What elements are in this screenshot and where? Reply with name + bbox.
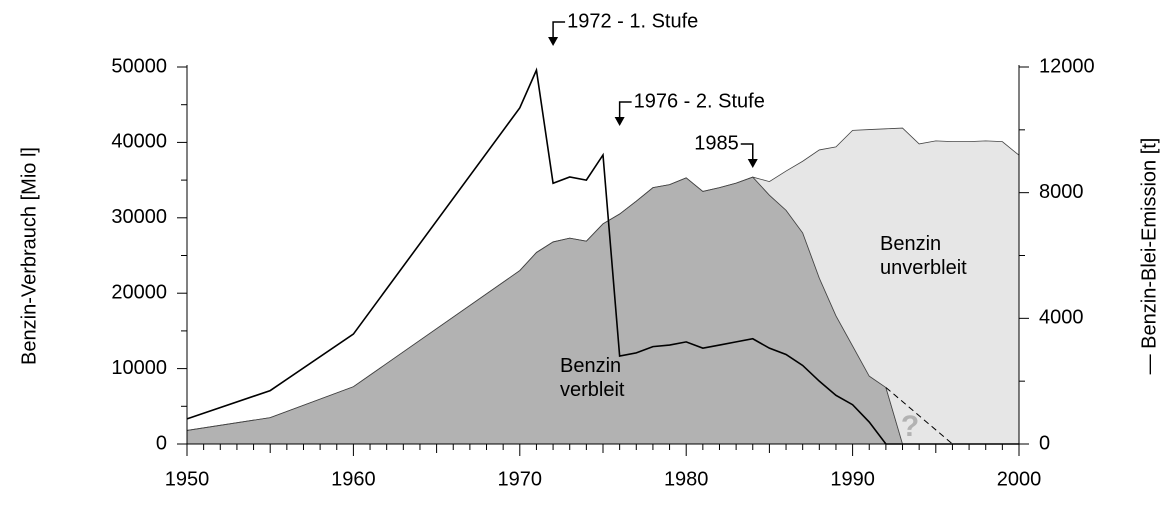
y-tick-label: 50000	[111, 55, 167, 77]
x-tick-label: 2000	[997, 468, 1042, 490]
y2-tick-label: 8000	[1039, 181, 1084, 203]
area-label: Benzin unverbleit	[880, 233, 967, 279]
x-tick-label: 1950	[165, 468, 210, 490]
annotation-arrowhead	[747, 159, 758, 168]
x-tick-label: 1960	[331, 468, 376, 490]
x-tick-label: 1990	[830, 468, 875, 490]
y2-axis-label: — Benzin-Blei-Emission [t]	[1138, 138, 1160, 375]
projection-line	[885, 387, 953, 445]
y-axis-label: Benzin-Verbrauch [Mio l]	[18, 147, 40, 365]
annotation-arrowhead	[548, 37, 559, 46]
annotation: 1985	[694, 132, 739, 154]
area-label: Benzin verbleit	[560, 355, 625, 401]
x-tick-label: 1970	[498, 468, 543, 490]
annotation-arrowhead	[614, 117, 625, 126]
annotation-arrow	[740, 143, 754, 160]
y-tick-label: 0	[156, 432, 167, 454]
annotation: 1972 - 1. Stufe	[567, 10, 698, 32]
annotation-arrow	[552, 21, 566, 38]
x-tick-label: 1980	[664, 468, 709, 490]
annotation: 1976 - 2. Stufe	[634, 90, 765, 112]
projection-label: ?	[901, 410, 919, 443]
y2-tick-label: 4000	[1039, 307, 1084, 329]
y-tick-label: 10000	[111, 357, 167, 379]
y2-tick-label: 0	[1039, 432, 1050, 454]
y-tick-label: 30000	[111, 206, 167, 228]
y-tick-label: 20000	[111, 281, 167, 303]
y-tick-label: 40000	[111, 131, 167, 153]
annotation-arrow	[618, 101, 632, 118]
y2-tick-label: 12000	[1039, 55, 1095, 77]
